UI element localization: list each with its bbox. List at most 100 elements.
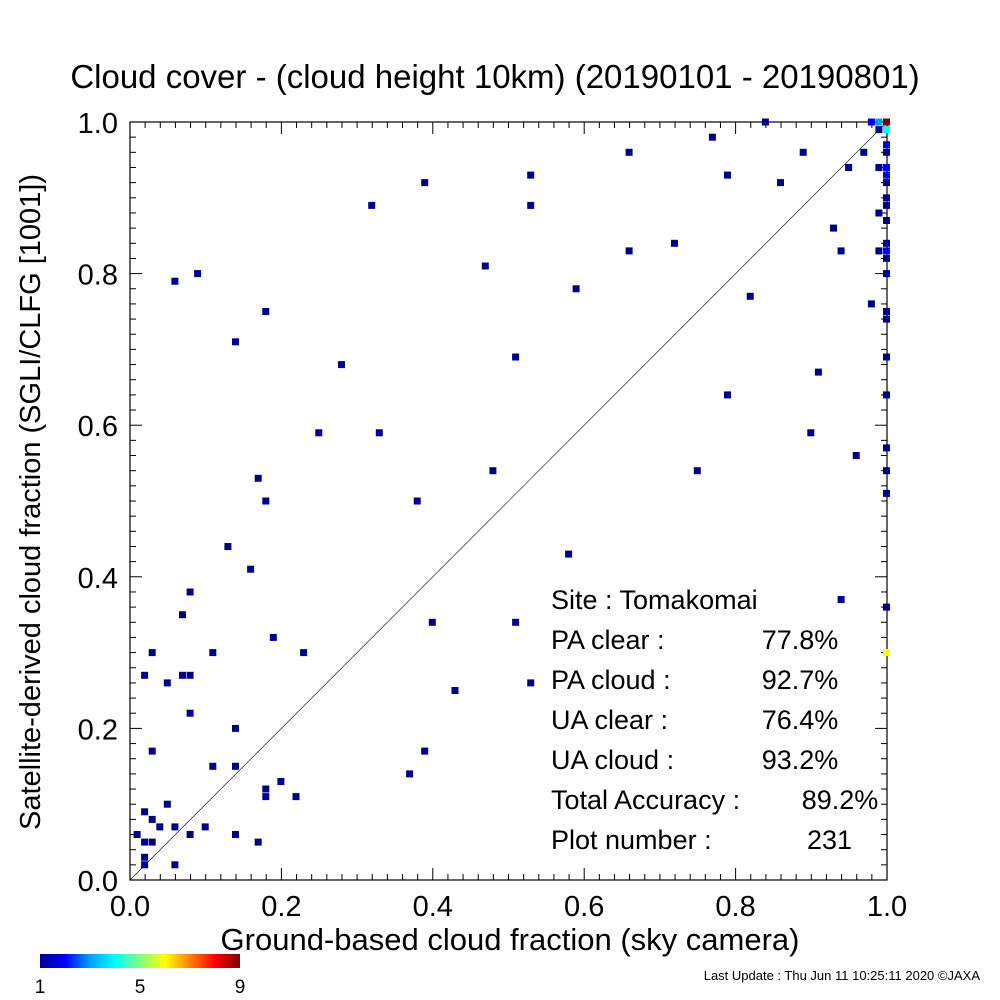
data-point — [807, 429, 815, 437]
data-point — [883, 217, 890, 224]
data-point — [141, 853, 149, 861]
data-point — [194, 270, 202, 278]
data-point — [141, 808, 149, 816]
data-point — [428, 618, 436, 626]
data-point — [209, 762, 217, 770]
data-point — [512, 353, 520, 361]
data-point — [148, 815, 156, 823]
data-point — [186, 671, 194, 679]
stat-label: Total Accuracy : — [551, 785, 740, 815]
data-point — [625, 247, 633, 255]
data-point — [777, 179, 784, 187]
data-point — [338, 361, 345, 369]
data-point — [875, 126, 883, 134]
data-point — [527, 679, 535, 687]
data-point — [799, 148, 807, 156]
data-point — [852, 452, 860, 459]
data-point — [830, 224, 837, 232]
data-point — [837, 247, 845, 255]
statistics-panel: Site : Tomakomai PA clear : 77.8% PA cloud … — [551, 585, 878, 855]
x-tick-label: 0.2 — [261, 891, 301, 923]
data-point — [262, 785, 270, 793]
data-point — [512, 618, 520, 626]
one-to-one-line — [129, 121, 888, 881]
data-point — [247, 565, 255, 573]
axes: 0.0 0.2 0.4 0.6 0.8 1.0 0.0 0.2 0.4 0.6 0.8 1.0 — [78, 108, 907, 923]
stat-label: PA clear : — [551, 625, 665, 655]
data-point — [232, 338, 239, 346]
data-point — [141, 861, 149, 869]
data-point — [527, 201, 535, 209]
x-tick-label: 0.0 — [110, 891, 150, 923]
data-point — [883, 489, 890, 497]
y-tick-label: 1.0 — [78, 108, 118, 140]
data-point — [171, 277, 179, 285]
stat-value: 77.8% — [762, 625, 839, 655]
data-point — [141, 838, 149, 846]
data-point — [875, 118, 883, 126]
stat-label: UA cloud : — [551, 745, 674, 775]
data-point — [262, 308, 270, 315]
colorbar-label: 9 — [235, 977, 246, 998]
data-point — [141, 671, 149, 679]
colorbar: 1 5 9 — [35, 954, 246, 998]
data-point — [693, 467, 701, 475]
y-tick-label: 0.6 — [78, 411, 118, 443]
data-point — [171, 823, 179, 831]
data-point — [277, 778, 285, 785]
data-point — [224, 543, 232, 550]
data-point — [269, 633, 277, 641]
data-point — [148, 747, 156, 755]
data-point — [133, 831, 141, 838]
data-point — [232, 762, 239, 770]
data-point — [875, 164, 883, 171]
data-point — [837, 596, 845, 603]
data-point — [156, 823, 164, 831]
data-point — [883, 126, 890, 134]
data-point — [171, 861, 179, 869]
data-point — [186, 588, 194, 596]
data-point — [845, 164, 853, 171]
data-point — [875, 247, 883, 255]
y-tick-label: 0.0 — [78, 866, 118, 898]
data-point — [724, 171, 731, 179]
data-point — [867, 118, 875, 126]
data-point — [565, 550, 573, 558]
data-point — [262, 793, 270, 801]
data-point — [883, 239, 890, 247]
colorbar-label: 1 — [35, 977, 46, 998]
colorbar-bar — [40, 954, 240, 968]
data-point — [883, 649, 890, 657]
y-tick-label: 0.4 — [78, 563, 118, 595]
stat-value: 89.2% — [802, 785, 879, 815]
data-point — [883, 308, 890, 315]
data-point — [883, 164, 890, 171]
data-point — [883, 171, 890, 179]
stat-label: PA cloud : — [551, 665, 671, 695]
stat-value: 76.4% — [762, 705, 839, 735]
x-tick-label: 1.0 — [867, 891, 907, 923]
data-point — [671, 239, 678, 247]
data-point — [708, 133, 716, 141]
data-point — [883, 179, 890, 187]
stat-value: 92.7% — [762, 665, 839, 695]
data-point — [883, 315, 890, 323]
data-point — [883, 254, 890, 262]
data-point — [148, 649, 156, 657]
x-axis-label: Ground-based cloud fraction (sky camera) — [221, 922, 800, 957]
data-point — [300, 649, 308, 657]
data-point — [186, 831, 194, 838]
data-point — [883, 353, 890, 361]
last-update-footer: Last Update : Thu Jun 11 10:25:11 2020 ©… — [703, 968, 980, 983]
x-tick-label: 0.8 — [715, 891, 755, 923]
data-point — [254, 838, 262, 846]
data-point — [179, 611, 186, 619]
y-axis-label: Satellite-derived cloud fraction (SGLI/C… — [15, 174, 47, 830]
y-tick-label: 0.8 — [78, 260, 118, 292]
data-point — [572, 285, 580, 293]
data-point — [315, 429, 323, 437]
data-point — [883, 141, 890, 149]
data-point — [254, 474, 262, 482]
y-tick-label: 0.2 — [78, 714, 118, 746]
stat-value: 93.2% — [762, 745, 839, 775]
